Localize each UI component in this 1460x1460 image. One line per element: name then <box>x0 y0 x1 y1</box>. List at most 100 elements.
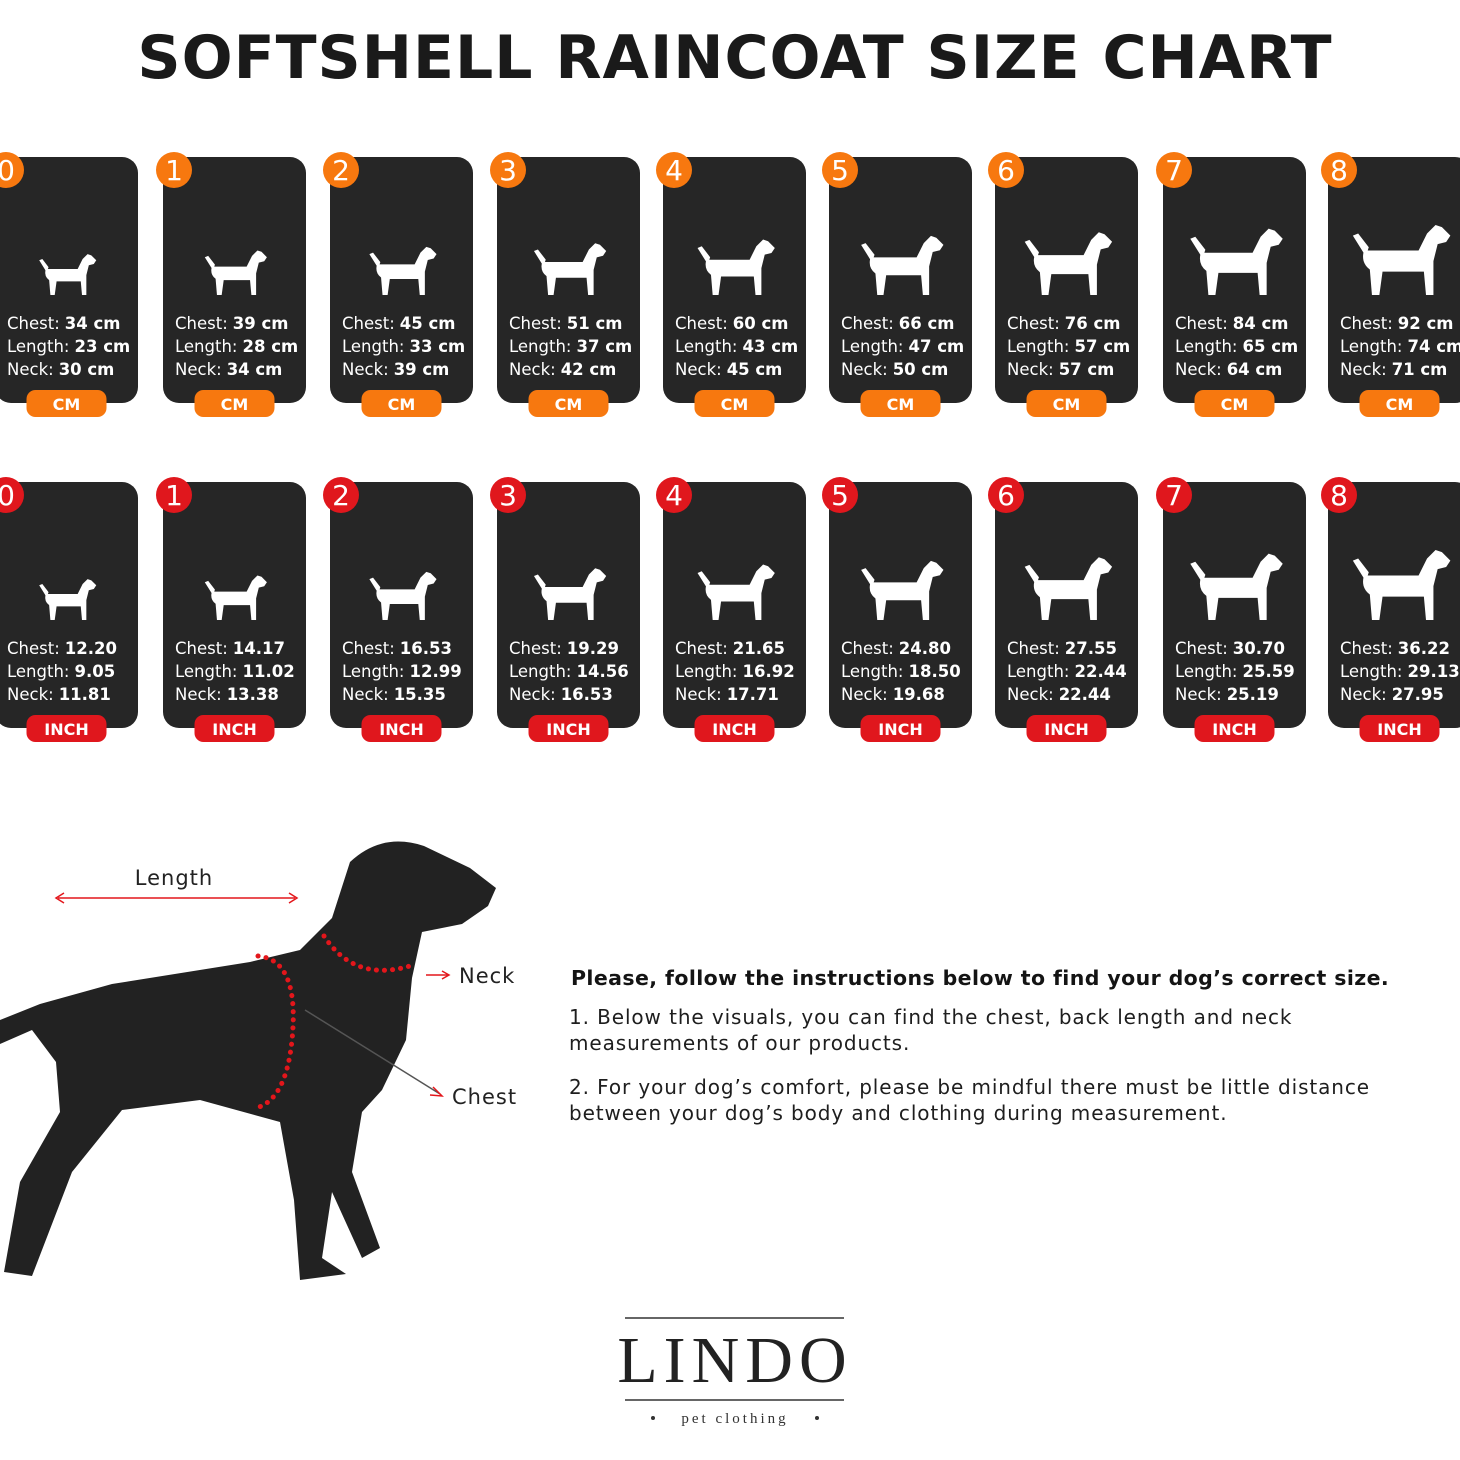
unit-pill <box>1194 390 1275 417</box>
unit-label: INCH <box>212 720 256 739</box>
measurement-value: 22.44 <box>1059 685 1111 704</box>
card-background <box>1163 157 1306 403</box>
measurement-value: 11.02 <box>242 662 294 681</box>
instruction-item: 1. Below the visuals, you can find the c… <box>569 1005 1293 1055</box>
size-number: 2 <box>332 154 350 187</box>
measurement-label: Length: <box>509 662 571 681</box>
measurement-value: 39 cm <box>233 314 289 333</box>
unit-label: CM <box>388 395 416 414</box>
measurement-value: 27.55 <box>1065 639 1117 658</box>
measurement-value: 39 cm <box>394 360 450 379</box>
measurement-line: Chest: 51 cm <box>509 314 622 333</box>
measurement-label: Neck: <box>841 685 888 704</box>
measurement-line: Neck: 15.35 <box>342 685 446 704</box>
dog-icon <box>1190 228 1283 295</box>
measurement-label: Chest: <box>509 639 562 658</box>
dog-icon <box>1352 550 1451 620</box>
measurement-label: Chest: <box>1175 639 1228 658</box>
size-card: 3 Chest: 19.29 Length: 14.56 Neck: 16.53 INCH <box>490 477 640 742</box>
size-number: 5 <box>831 154 849 187</box>
card-background <box>1328 482 1460 728</box>
unit-label: INCH <box>379 720 423 739</box>
unit-pill <box>1026 715 1107 742</box>
measurement-label: Chest: <box>1007 639 1060 658</box>
size-number: 3 <box>499 154 517 187</box>
measurement-label: Neck: <box>1175 360 1222 379</box>
size-number: 8 <box>1330 154 1348 187</box>
dog-icon <box>39 579 97 620</box>
measurement-label: Neck: <box>1175 685 1222 704</box>
measurement-line: Neck: 25.19 <box>1175 685 1279 704</box>
unit-pill <box>860 715 941 742</box>
measurement-line: Length: 18.50 <box>841 662 961 681</box>
measurement-value: 66 cm <box>899 314 955 333</box>
measurement-line: Length: 43 cm <box>675 337 798 356</box>
measurement-line: Chest: 34 cm <box>7 314 120 333</box>
measurement-label: Neck: <box>175 685 222 704</box>
size-number: 7 <box>1165 479 1183 512</box>
size-badge <box>323 477 359 513</box>
measurement-line: Neck: 22.44 <box>1007 685 1111 704</box>
measurement-line: Chest: 16.53 <box>342 639 452 658</box>
size-card: 5 Chest: 66 cm Length: 47 cm Neck: 50 cm CM <box>822 152 972 417</box>
size-badge <box>656 477 692 513</box>
measurement-value: 22.44 <box>1074 662 1126 681</box>
measurement-label: Neck: <box>509 685 556 704</box>
size-card: 6 Chest: 76 cm Length: 57 cm Neck: 57 cm CM <box>988 152 1138 417</box>
measurement-line: Chest: 92 cm <box>1340 314 1453 333</box>
measurement-line: Neck: 11.81 <box>7 685 111 704</box>
unit-pill <box>1026 390 1107 417</box>
dog-icon <box>533 568 607 620</box>
measurement-value: 64 cm <box>1227 360 1283 379</box>
measurement-label: Length: <box>175 662 237 681</box>
measurement-value: 15.35 <box>394 685 446 704</box>
measurement-line: Chest: 45 cm <box>342 314 455 333</box>
measurement-line: Length: 74 cm <box>1340 337 1460 356</box>
size-number: 2 <box>332 479 350 512</box>
measurement-diagram: Length Neck Chest <box>0 841 516 1280</box>
measurement-label: Neck: <box>7 360 54 379</box>
measurement-label: Chest: <box>1007 314 1060 333</box>
measurement-value: 23 cm <box>74 337 130 356</box>
measurement-line: Chest: 36.22 <box>1340 639 1450 658</box>
size-card: 7 Chest: 84 cm Length: 65 cm Neck: 64 cm CM <box>1156 152 1306 417</box>
measurement-line: Chest: 24.80 <box>841 639 951 658</box>
measurement-value: 18.50 <box>908 662 960 681</box>
title: SOFTSHELL RAINCOAT SIZE CHART <box>137 23 1332 93</box>
instructions: Please, follow the instructions below to… <box>569 966 1454 1144</box>
measurement-label: Length: <box>1007 662 1069 681</box>
card-background <box>829 482 972 728</box>
measurement-line: Neck: 19.68 <box>841 685 945 704</box>
size-badge <box>1321 477 1357 513</box>
measurement-line: Neck: 16.53 <box>509 685 613 704</box>
measurement-line: Length: 37 cm <box>509 337 632 356</box>
unit-label: CM <box>1221 395 1249 414</box>
size-badge <box>1156 477 1192 513</box>
measurement-label: Length: <box>675 662 737 681</box>
measurement-value: 71 cm <box>1392 360 1448 379</box>
dog-icon <box>204 250 267 295</box>
measurement-label: Neck: <box>342 360 389 379</box>
dog-icon <box>369 571 437 620</box>
neck-measure <box>321 933 419 973</box>
measurement-label: Chest: <box>175 314 228 333</box>
brand-name: LINDO <box>617 1324 852 1397</box>
logo-dot <box>815 1416 819 1420</box>
measurement-value: 12.99 <box>409 662 461 681</box>
measurement-value: 16.92 <box>742 662 794 681</box>
measurement-value: 16.53 <box>400 639 452 658</box>
measurement-line: Length: 23 cm <box>7 337 130 356</box>
measurement-line: Chest: 14.17 <box>175 639 285 658</box>
measurement-label: Chest: <box>1175 314 1228 333</box>
measurement-label: Neck: <box>675 360 722 379</box>
unit-pill <box>26 715 107 742</box>
measurement-value: 14.17 <box>233 639 285 658</box>
dog-icon <box>1024 557 1113 620</box>
measurement-value: 28 cm <box>242 337 298 356</box>
card-background <box>330 157 473 403</box>
measurement-line: Neck: 13.38 <box>175 685 279 704</box>
measurement-label: Chest: <box>1340 639 1393 658</box>
measurement-value: 25.59 <box>1242 662 1294 681</box>
size-number: 7 <box>1165 154 1183 187</box>
